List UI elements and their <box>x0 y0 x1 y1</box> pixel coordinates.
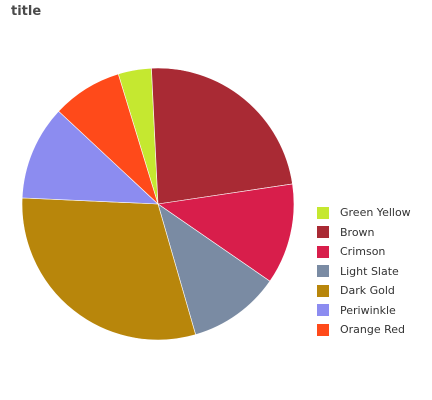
chart-title: title <box>11 4 42 19</box>
pie-slice-light-slate <box>157 203 271 336</box>
pie-slice-orange-red <box>58 73 159 205</box>
legend-item-periwinkle: Periwinkle <box>317 301 411 321</box>
legend-item-green-yellow: Green Yellow <box>317 203 411 223</box>
legend-swatch <box>317 323 329 336</box>
legend: Green Yellow Brown Crimson Light Slate Dark … <box>317 203 411 340</box>
legend-item-orange-red: Orange Red <box>317 320 411 340</box>
legend-item-crimson: Crimson <box>317 242 411 262</box>
pie-slice-crimson <box>157 183 295 282</box>
legend-swatch <box>317 226 329 239</box>
legend-swatch <box>317 304 329 317</box>
pie-slice-brown <box>151 67 293 205</box>
legend-label: Brown <box>340 225 375 239</box>
legend-item-dark-gold: Dark Gold <box>317 281 411 301</box>
pie-slice-dark-gold <box>21 197 197 341</box>
legend-swatch <box>317 284 329 297</box>
legend-label: Green Yellow <box>340 206 411 220</box>
legend-label: Orange Red <box>340 323 406 337</box>
legend-swatch <box>317 245 329 258</box>
legend-item-brown: Brown <box>317 223 411 243</box>
legend-label: Light Slate <box>340 264 399 278</box>
legend-swatch <box>317 265 329 278</box>
legend-label: Crimson <box>340 245 386 259</box>
pie-slice-periwinkle <box>21 110 159 205</box>
legend-swatch <box>317 206 329 219</box>
legend-label: Dark Gold <box>340 284 395 298</box>
legend-label: Periwinkle <box>340 303 396 317</box>
legend-item-light-slate: Light Slate <box>317 262 411 282</box>
